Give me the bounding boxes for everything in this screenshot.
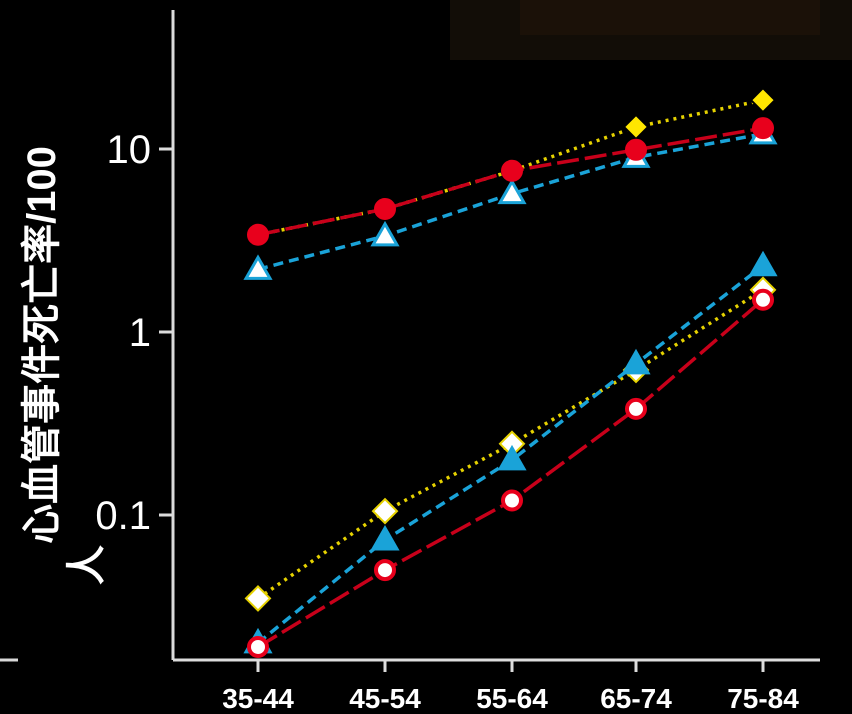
data-point-triangle xyxy=(748,250,778,277)
series xyxy=(243,118,778,280)
data-point-diamond xyxy=(371,497,399,525)
series-layer xyxy=(243,86,778,658)
data-point-triangle xyxy=(243,254,273,280)
data-point-diamond xyxy=(244,585,272,612)
series xyxy=(243,250,778,654)
x-tick-label: 65-74 xyxy=(600,683,672,714)
data-point-circle xyxy=(374,198,396,221)
x-tick-label: 45-54 xyxy=(349,683,421,714)
series xyxy=(247,288,774,658)
data-point-circle xyxy=(374,559,396,582)
series xyxy=(244,276,777,612)
data-point-circle xyxy=(247,635,269,658)
data-point-circle xyxy=(501,489,523,512)
series-line xyxy=(257,298,765,649)
y-tick-label: 0.1 xyxy=(95,494,151,538)
background-texture xyxy=(450,0,852,60)
y-tick-label: 10 xyxy=(107,128,152,172)
data-point-triangle xyxy=(497,444,527,471)
data-point-triangle xyxy=(370,220,400,247)
data-point-circle xyxy=(752,288,774,311)
data-point-circle xyxy=(752,117,774,140)
data-point-triangle xyxy=(497,178,527,205)
data-point-triangle xyxy=(621,348,651,375)
data-point-circle xyxy=(625,397,647,420)
data-point-circle xyxy=(625,138,647,161)
y-tick-label: 1 xyxy=(129,311,151,355)
data-point-diamond xyxy=(622,113,650,141)
data-point-diamond xyxy=(749,86,777,114)
x-tick-label: 35-44 xyxy=(222,683,294,714)
y-axis-label-line2: 人 xyxy=(65,545,109,585)
data-point-circle xyxy=(501,159,523,182)
x-tick-label: 75-84 xyxy=(727,683,799,714)
data-point-triangle xyxy=(370,524,400,551)
data-point-circle xyxy=(247,223,269,246)
x-tick-label: 55-64 xyxy=(476,683,548,714)
series xyxy=(247,117,774,246)
y-axis-label-line1: 心血管事件死亡率/100 xyxy=(20,146,64,544)
axes: 0.1 1 10 35-44 45-54 55-64 65-74 75-84 xyxy=(95,10,820,714)
